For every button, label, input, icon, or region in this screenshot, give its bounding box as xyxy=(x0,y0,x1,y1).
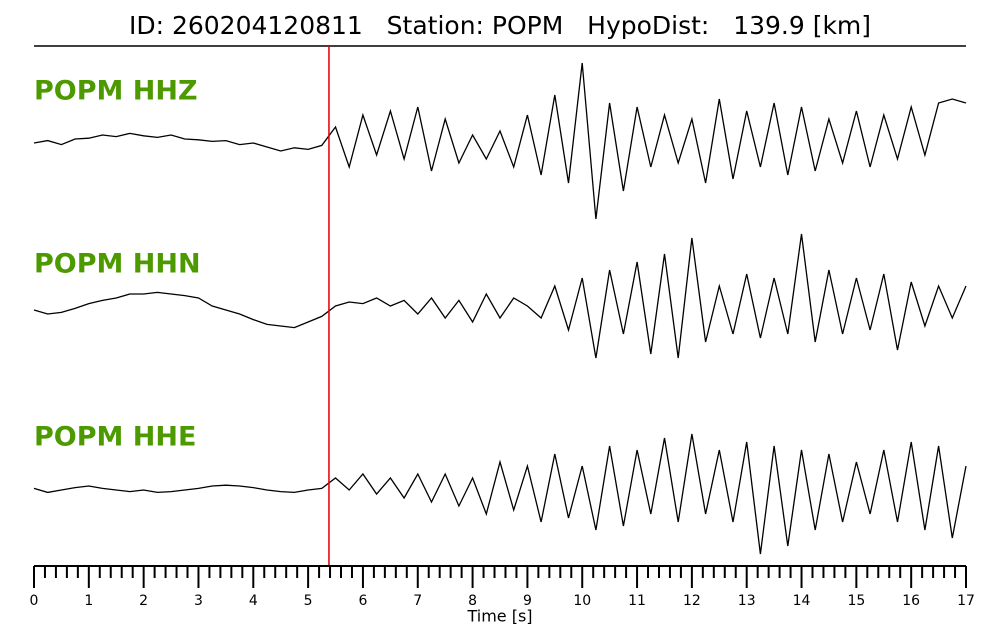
trace-label: POPM HHZ xyxy=(34,76,198,107)
x-tick-label: 15 xyxy=(847,593,865,609)
waveform xyxy=(33,233,967,359)
x-tick-label: 12 xyxy=(683,593,701,609)
x-tick-label: 4 xyxy=(249,593,258,609)
trace-label: POPM HHE xyxy=(34,422,196,453)
waveform xyxy=(33,433,967,555)
x-tick-label: 2 xyxy=(139,593,148,609)
x-tick-label: 0 xyxy=(30,593,39,609)
x-tick-label: 6 xyxy=(358,593,367,609)
x-tick-label: 3 xyxy=(194,593,203,609)
x-tick-label: 7 xyxy=(413,593,422,609)
x-tick-label: 9 xyxy=(523,593,532,609)
x-tick-label: 11 xyxy=(628,593,646,609)
x-tick-label: 8 xyxy=(468,593,477,609)
x-tick-label: 17 xyxy=(957,593,975,609)
x-tick-label: 14 xyxy=(793,593,811,609)
x-tick-label: 10 xyxy=(573,593,591,609)
x-axis-label: Time [s] xyxy=(466,607,532,626)
x-tick-label: 13 xyxy=(738,593,756,609)
x-tick-label: 16 xyxy=(902,593,920,609)
trace-label: POPM HHN xyxy=(34,249,201,280)
x-tick-label: 1 xyxy=(84,593,93,609)
waveform xyxy=(33,62,967,220)
x-tick-label: 5 xyxy=(304,593,313,609)
chart-title: ID: 260204120811 Station: POPM HypoDist:… xyxy=(129,11,871,40)
